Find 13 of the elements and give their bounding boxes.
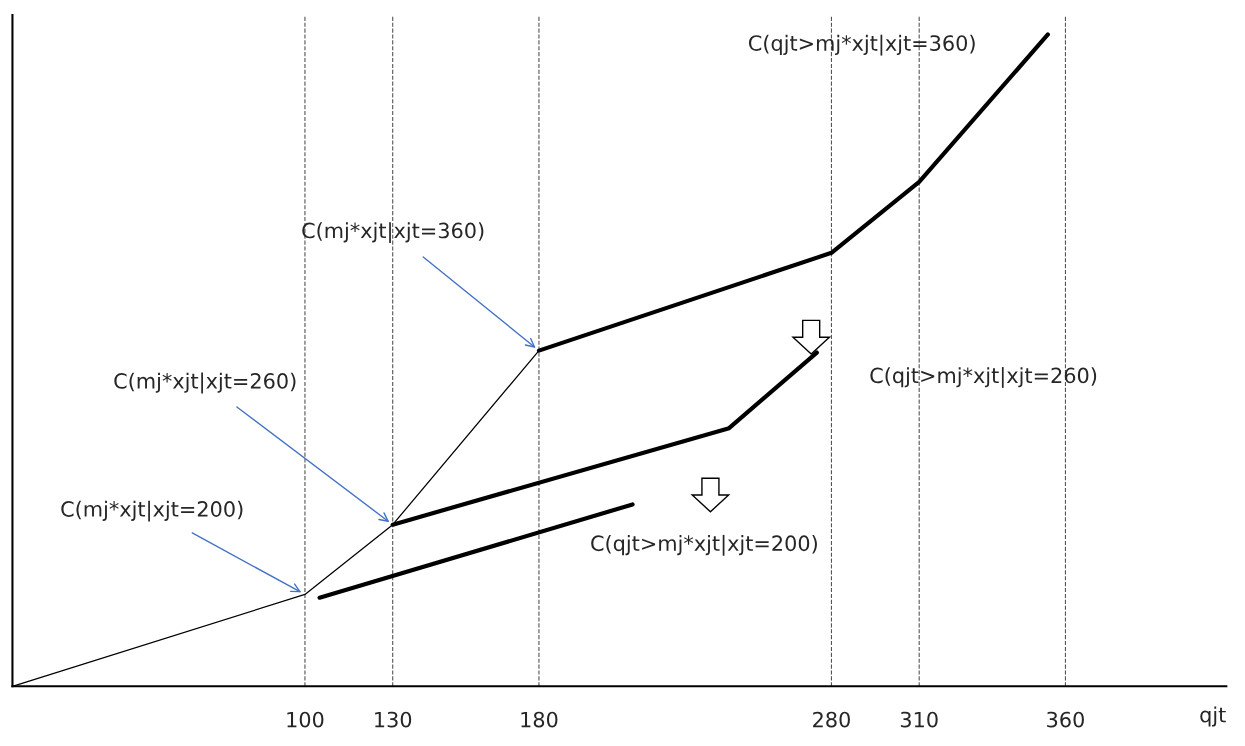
x-tick-label: 100 bbox=[287, 711, 324, 728]
x-tick-label: 360 bbox=[1047, 711, 1084, 728]
annotation: C(qjt>mj*xjt|xjt=260) bbox=[870, 367, 1097, 388]
x-tick-label: 180 bbox=[521, 711, 558, 728]
annotation: C(qjt>mj*xjt|xjt=200) bbox=[591, 534, 817, 556]
annotation: C(mj*xjt|xjt=360) bbox=[302, 222, 484, 243]
x-axis-title: qjt bbox=[1200, 706, 1226, 727]
x-tick-label: 280 bbox=[813, 711, 850, 728]
annotation: C(mj*xjt|xjt=260) bbox=[114, 372, 296, 394]
x-tick-label: 310 bbox=[900, 711, 938, 728]
annotation: C(mj*xjt|xjt=200) bbox=[61, 500, 243, 522]
x-tick-label: 130 bbox=[375, 711, 412, 728]
annotation: C(qjt>mj*xjt|xjt=360) bbox=[748, 34, 975, 56]
